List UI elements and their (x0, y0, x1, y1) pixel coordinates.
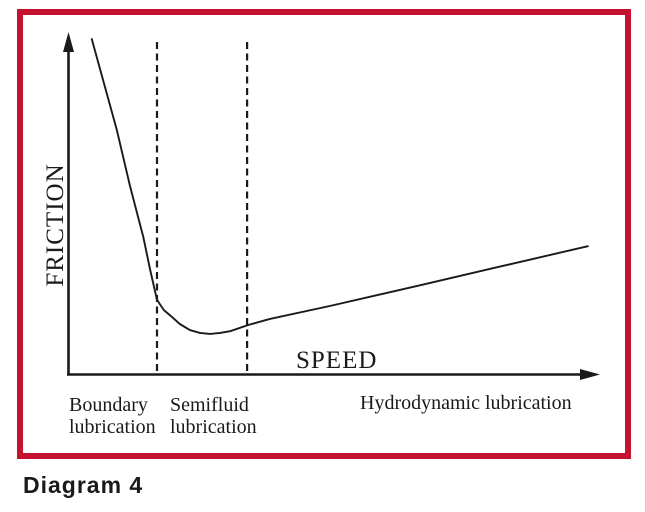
y-axis (63, 32, 74, 376)
region-label-semifluid: Semifluid lubrication (170, 394, 257, 438)
region-label-boundary-line1: Boundary (69, 394, 148, 416)
region-label-hydrodynamic: Hydrodynamic lubrication (360, 392, 572, 414)
diagram-frame-border (17, 9, 631, 459)
y-axis-label: FRICTION (42, 163, 69, 287)
region-label-semifluid-line1: Semifluid (170, 394, 249, 416)
x-axis-arrowhead-icon (580, 369, 600, 380)
region-label-hydrodynamic-line1: Hydrodynamic lubrication (360, 392, 572, 414)
x-axis (67, 369, 600, 380)
region-divider-lines (155, 42, 249, 373)
y-axis-arrowhead-icon (63, 32, 74, 52)
region-label-boundary: Boundary lubrication (69, 394, 156, 438)
friction-curve (90, 38, 589, 335)
region-label-boundary-line2: lubrication (69, 416, 156, 438)
x-axis-label: SPEED (296, 347, 378, 374)
region-label-semifluid-line2: lubrication (170, 416, 257, 438)
diagram-caption: Diagram 4 (23, 472, 144, 498)
